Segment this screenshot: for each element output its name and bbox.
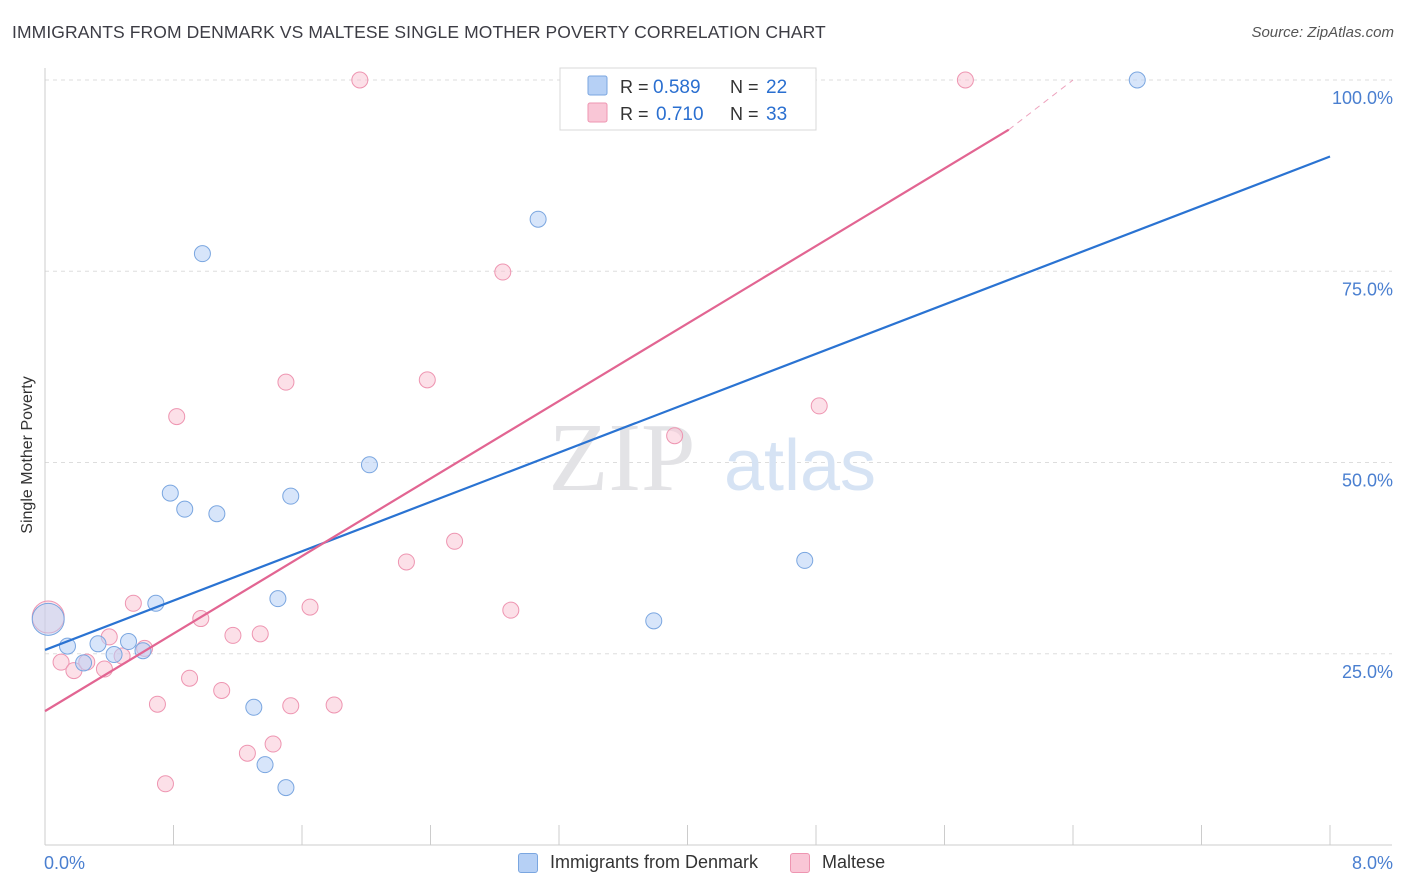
maltese-point bbox=[156, 775, 174, 793]
y-tick-label: 75.0% bbox=[1342, 279, 1393, 299]
denmark-point bbox=[269, 590, 287, 608]
top-legend: R = 0.589 N = 22 R = 0.710 N = 33 bbox=[559, 67, 817, 131]
bottom-legend: Immigrants from Denmark Maltese bbox=[518, 852, 917, 873]
y-tick-label: 100.0% bbox=[1332, 88, 1393, 108]
legend-swatch-denmark bbox=[518, 852, 538, 873]
denmark-point bbox=[105, 646, 123, 664]
maltese-trend-line bbox=[44, 128, 1010, 713]
legend-n-value-pink: 33 bbox=[766, 104, 787, 125]
maltese-point bbox=[810, 397, 828, 415]
legend-n-value-blue: 22 bbox=[766, 77, 787, 98]
maltese-point bbox=[351, 71, 369, 89]
denmark-point bbox=[176, 500, 194, 518]
source-credit: Source: ZipAtlas.com bbox=[1251, 24, 1394, 41]
legend-r-label-pink: R = bbox=[620, 104, 649, 124]
denmark-point bbox=[89, 635, 107, 653]
legend-r-label-blue: R = bbox=[620, 77, 649, 97]
x-tick-label: 8.0% bbox=[1352, 853, 1393, 873]
maltese-point bbox=[213, 681, 231, 699]
maltese-point bbox=[397, 553, 415, 571]
maltese-point bbox=[446, 532, 464, 550]
maltese-point bbox=[224, 626, 242, 644]
legend-swatch-maltese bbox=[790, 852, 811, 873]
denmark-trend-line bbox=[44, 155, 1331, 651]
denmark-point bbox=[277, 779, 295, 797]
maltese-point bbox=[52, 653, 70, 671]
chart-title: IMMIGRANTS FROM DENMARK VS MALTESE SINGL… bbox=[12, 22, 826, 42]
maltese-point bbox=[148, 695, 166, 713]
legend-swatch-pink bbox=[587, 102, 608, 123]
legend-n-label-blue: N = bbox=[730, 77, 759, 97]
maltese-point bbox=[325, 696, 343, 714]
legend-swatch-blue bbox=[587, 75, 608, 96]
denmark-point bbox=[282, 487, 300, 505]
maltese-point bbox=[502, 601, 520, 619]
maltese-point bbox=[251, 625, 269, 643]
watermark-atlas: atlas bbox=[724, 426, 876, 506]
tick-labels: 25.0% 50.0% 75.0% 100.0% 0.0% 8.0% bbox=[44, 88, 1393, 873]
legend-n-label-pink: N = bbox=[730, 104, 759, 124]
legend-item-maltese: Maltese bbox=[790, 852, 885, 873]
denmark-point bbox=[208, 505, 226, 523]
maltese-point bbox=[418, 371, 436, 389]
maltese-point bbox=[956, 71, 974, 89]
gridlines bbox=[45, 79, 1392, 655]
trend-lines bbox=[44, 79, 1331, 713]
maltese-point bbox=[124, 594, 142, 612]
y-tick-label: 25.0% bbox=[1342, 662, 1393, 682]
legend-r-value-pink: 0.710 bbox=[656, 104, 704, 125]
axes bbox=[44, 68, 1392, 846]
maltese-point bbox=[277, 373, 295, 391]
maltese-point bbox=[238, 744, 256, 762]
maltese-point bbox=[494, 263, 512, 281]
denmark-point bbox=[1128, 71, 1146, 89]
maltese-point bbox=[181, 669, 199, 687]
denmark-point bbox=[245, 698, 263, 716]
denmark-point bbox=[161, 484, 179, 502]
denmark-point bbox=[645, 612, 663, 630]
legend-r-value-blue: 0.589 bbox=[653, 77, 701, 98]
y-tick-label: 50.0% bbox=[1342, 471, 1393, 491]
maltese-point bbox=[301, 598, 319, 616]
legend-label-maltese: Maltese bbox=[822, 852, 886, 872]
denmark-point bbox=[193, 245, 211, 263]
denmark-point bbox=[256, 756, 274, 774]
maltese-point bbox=[282, 697, 300, 715]
denmark-point bbox=[75, 654, 93, 672]
watermark: ZIP atlas bbox=[549, 404, 877, 512]
denmark-point bbox=[796, 551, 814, 569]
maltese-point bbox=[168, 408, 186, 426]
denmark-point bbox=[120, 633, 138, 651]
legend-label-denmark: Immigrants from Denmark bbox=[550, 852, 759, 872]
maltese-trend-extension bbox=[1008, 79, 1074, 131]
denmark-point bbox=[360, 456, 378, 474]
denmark-point bbox=[529, 210, 547, 228]
denmark-point bbox=[31, 602, 65, 636]
watermark-zip: ZIP bbox=[549, 404, 696, 512]
x-tick-label: 0.0% bbox=[44, 853, 85, 873]
legend-item-denmark: Immigrants from Denmark bbox=[518, 852, 758, 873]
maltese-point bbox=[264, 735, 282, 753]
maltese-point bbox=[666, 427, 684, 445]
